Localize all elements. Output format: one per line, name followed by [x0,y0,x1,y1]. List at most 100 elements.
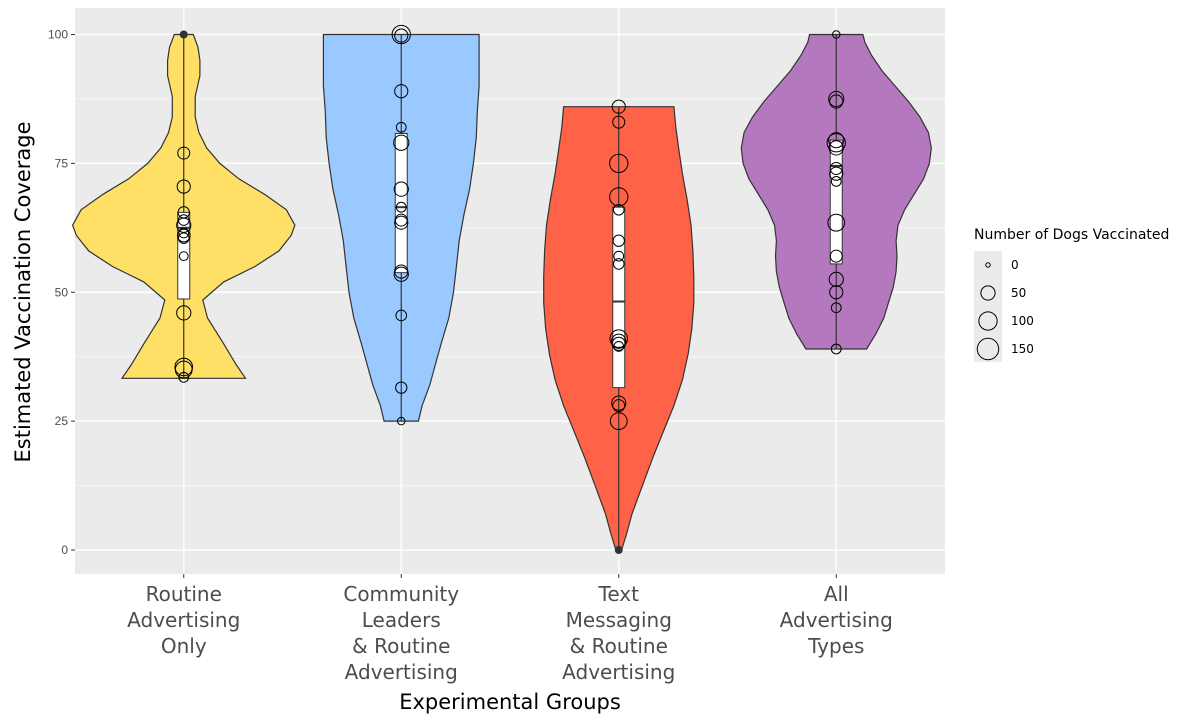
data-point [611,99,626,114]
x-category-label-line: & Routine [570,634,668,658]
data-point [391,24,411,45]
data-point [829,285,844,300]
violin-group [543,99,695,554]
boxplot-box [612,206,626,389]
data-point [611,336,626,351]
x-category-label-line: Advertising [562,660,675,684]
x-category-label-line: Only [161,634,207,658]
data-point [830,302,842,314]
data-point [828,132,845,149]
data-point [609,187,629,207]
data-point [176,228,191,243]
data-point [394,84,409,99]
legend-label: 0 [1011,258,1019,272]
data-point [177,146,191,160]
boxplot-box [829,139,843,265]
data-point [829,94,844,109]
legend-keys: 0 50 100 150 [976,258,1034,361]
x-category-label: Text Messaging & Routine Advertising [562,582,675,684]
data-point [829,249,843,263]
data-point [176,305,192,321]
data-point [611,395,627,411]
x-category-label: All Advertising Types [780,582,893,658]
data-point [612,399,626,413]
legend-label: 100 [1011,314,1034,328]
x-category-label-line: Advertising [127,608,240,632]
data-point [179,30,188,39]
boxplot-box [394,132,408,274]
legend-key-circle [976,337,1000,361]
data-point [178,227,190,239]
data-point [395,309,408,322]
data-point [613,340,625,352]
y-tick-label: 75 [55,156,69,170]
data-point [177,232,190,244]
x-category-label-line: All [824,582,849,606]
x-category-label-line: Community [343,582,459,606]
data-point [612,115,626,129]
data-point [828,271,844,287]
data-point [176,179,191,194]
x-category-label: Routine Advertising Only [127,582,240,658]
data-point [609,412,628,431]
x-category-label-line: Text [598,582,640,606]
y-tick-label: 100 [48,28,68,42]
legend-label: 50 [1011,286,1026,300]
legend: Number of Dogs Vaccinated 0 50 100 150 [974,227,1169,362]
data-point [829,162,843,176]
data-point [397,416,406,426]
data-point [395,201,407,213]
legend-key-circle [980,285,996,301]
violin-group [71,30,296,383]
x-category-label-line: Advertising [780,608,893,632]
data-point [393,181,409,197]
x-category-label-line: Routine [146,582,222,606]
x-category-label-line: Leaders [362,608,441,632]
violin-group [322,24,480,426]
legend-key-circle [978,311,998,331]
data-point [393,266,409,282]
x-category-label: Community Leaders & Routine Advertising [343,582,459,684]
data-point [828,140,844,156]
data-point [614,546,623,554]
data-point [394,28,409,43]
data-point [830,176,842,187]
x-category-label-line: Types [807,634,864,658]
y-tick-label: 0 [61,543,68,557]
data-point [827,213,846,232]
data-point [830,343,842,355]
legend-key-circle [985,262,991,268]
x-category-label-line: & Routine [352,634,450,658]
data-point [395,381,408,394]
violin-group [740,30,932,355]
data-point [178,371,190,383]
data-point [612,258,625,270]
data-point [832,30,841,39]
data-point [394,215,409,230]
y-tick-label: 25 [55,414,69,428]
legend-title: Number of Dogs Vaccinated [974,227,1169,243]
y-axis: 0 25 50 75 100 [48,28,75,557]
legend-label: 150 [1011,342,1034,356]
data-point [828,90,845,108]
data-point [829,166,844,181]
data-point [393,134,410,151]
x-category-label-line: Advertising [345,660,458,684]
violins [71,24,932,554]
data-point [826,133,846,153]
data-point [612,203,625,216]
data-point [609,153,629,174]
data-point [174,357,194,377]
x-category-label-line: Messaging [566,608,672,632]
x-axis-title: Experimental Groups [399,690,621,714]
y-axis-title: Estimated Vaccination Coverage [11,122,35,463]
data-point [611,333,627,349]
data-point [174,360,193,379]
y-tick-label: 50 [55,285,69,299]
data-point [612,234,625,247]
data-point [178,251,189,262]
data-point [613,250,625,262]
data-point [395,121,407,133]
